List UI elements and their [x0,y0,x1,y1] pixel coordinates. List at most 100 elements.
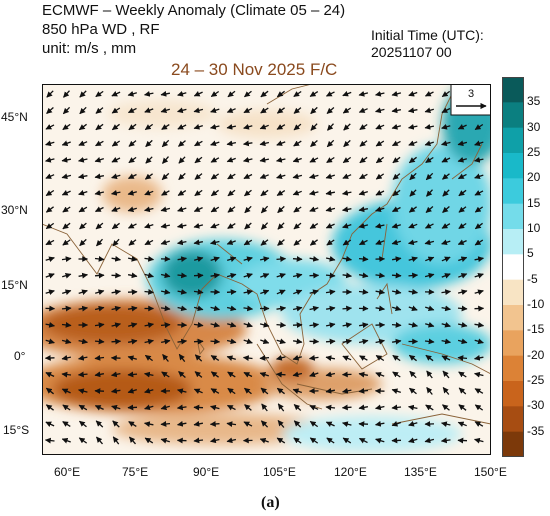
wind-vector [309,173,319,180]
wind-vector [276,289,286,295]
wind-vector [79,238,87,247]
wind-vector [178,371,186,378]
wind-vector [210,90,220,98]
wind-vector [94,189,105,196]
wind-vector [194,256,204,263]
wind-vector [111,338,122,345]
wind-vector [277,205,285,214]
wind-vector [325,371,336,378]
wind-vector [194,371,203,378]
wind-vector [292,272,303,279]
anomaly-map: 3 [42,84,491,455]
wind-vector [277,403,285,412]
wind-vector [210,338,221,345]
wind-vector [277,420,285,428]
wind-vector [441,256,451,262]
wind-vector [392,173,401,180]
wind-vector [160,90,171,97]
wind-vector [408,156,417,164]
colorbar-swatch [502,355,524,382]
wind-vector [111,157,121,163]
wind-vector [293,90,302,98]
wind-vector [426,370,433,379]
wind-vector [342,107,352,114]
wind-vector [424,107,434,114]
wind-vector [78,189,88,196]
wind-vector [111,289,121,296]
wind-vector [94,156,105,163]
wind-vector [226,355,237,362]
wind-vector [242,355,253,361]
wind-vector [442,370,450,379]
wind-vector [61,140,71,146]
wind-vector [293,289,303,295]
wind-vector [94,256,105,262]
wind-vector [160,107,170,114]
wind-vector [474,388,484,394]
colorbar-label: -25 [527,373,545,387]
wind-vector [474,338,484,345]
wind-vector [160,338,171,345]
wind-vector [408,354,417,362]
wind-vector [127,272,138,279]
wind-vector [325,355,336,362]
wind-vector [392,156,401,164]
wind-vector [193,206,203,212]
wind-vector [227,90,236,98]
wind-vector [309,420,319,428]
wind-vector [78,140,88,146]
wind-vector [326,107,335,114]
wind-vector [458,273,468,279]
wind-vector [342,437,352,444]
wind-vector [358,338,369,345]
wind-vector [441,140,451,147]
wind-vector [276,90,285,98]
wind-vector [244,404,252,411]
wind-vector [45,321,55,328]
wind-vector [144,107,154,113]
wind-vector [62,123,71,131]
wind-vector [111,255,121,262]
wind-vector [326,139,335,148]
wind-vector [226,107,236,113]
wind-vector [210,206,220,213]
wind-vector [260,222,269,230]
wind-vector [293,206,302,213]
wind-vector [375,140,385,147]
wind-vector [78,338,88,345]
wind-vector [62,206,71,213]
wind-vector [128,421,137,427]
wind-vector [193,91,203,97]
wind-vector [61,190,71,196]
wind-vector [210,123,220,130]
wind-vector [243,305,254,312]
wind-vector [95,107,104,114]
wind-vector [375,288,385,295]
wind-vector [458,256,468,263]
wind-vector [259,256,270,263]
wind-vector [342,421,352,428]
colorbar-swatch [502,203,524,230]
wind-vector [276,124,286,130]
wind-vector [325,91,335,97]
wind-vector [210,404,220,411]
wind-vector [292,190,302,196]
wind-vector [276,437,286,444]
wind-vector [260,239,269,246]
wind-vector [210,239,220,246]
colorbar-label: -5 [527,271,538,286]
colorbar-label: -35 [527,423,545,438]
wind-vector [46,107,54,114]
wind-vector [79,106,87,115]
wind-vector [63,90,70,98]
wind-vector [62,404,71,411]
wind-vector [227,173,236,180]
wind-vector [112,420,120,428]
wind-vector [95,90,104,98]
wind-vector [79,222,87,230]
wind-vector [409,370,417,379]
wind-vector [111,322,121,329]
wind-vector [293,222,302,230]
wind-vector [391,288,402,295]
wind-vector [45,273,55,279]
